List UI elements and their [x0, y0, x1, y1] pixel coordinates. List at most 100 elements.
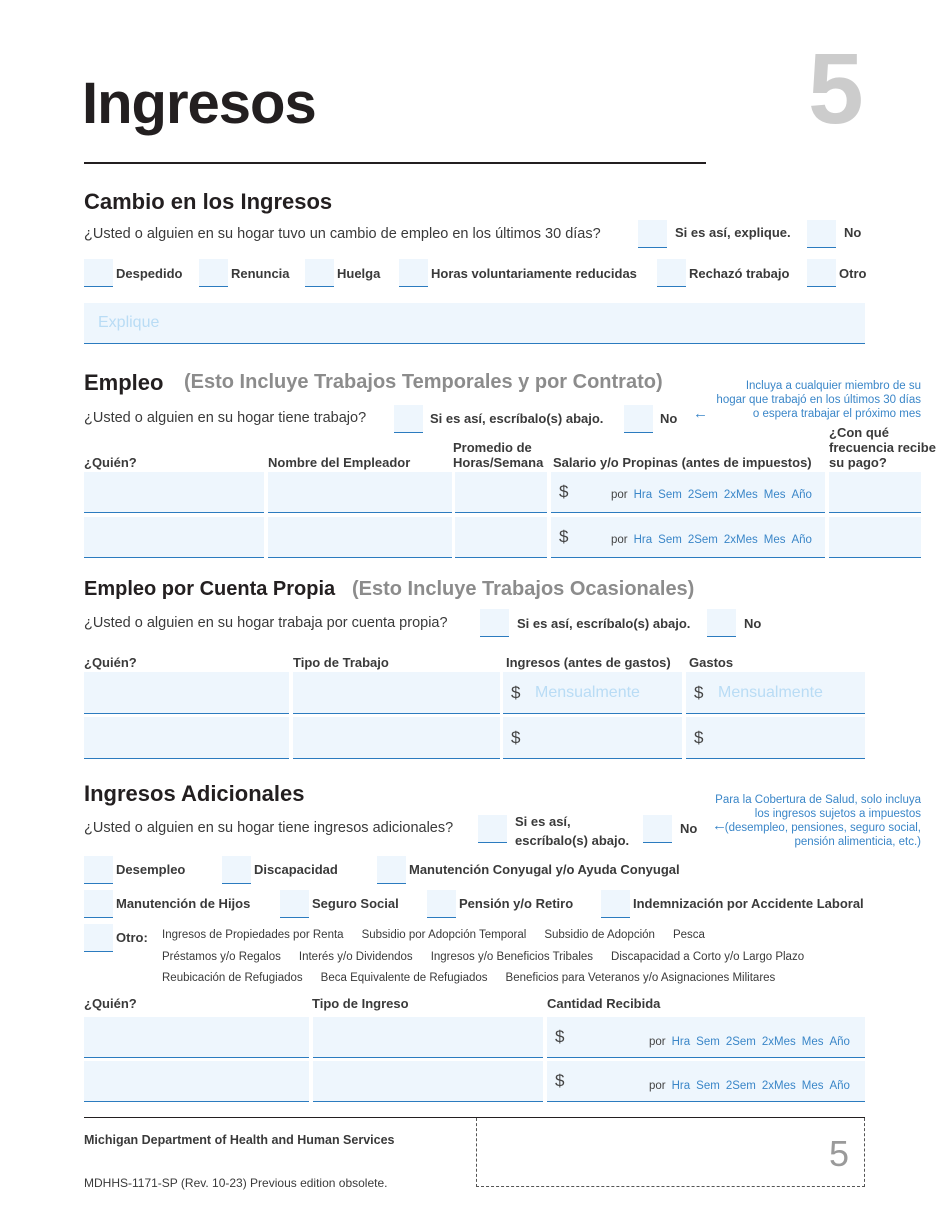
who-input[interactable] — [84, 472, 264, 513]
other-income-type: Préstamos y/o Regalos — [162, 950, 281, 963]
income-type-input[interactable] — [313, 1061, 543, 1102]
explique-input[interactable]: Explique — [84, 303, 865, 344]
frequency-option[interactable]: Sem — [658, 534, 682, 546]
arrow-left-icon: ← — [693, 405, 708, 422]
frequency-option[interactable]: Hra — [671, 1080, 691, 1092]
por-label: por — [649, 1036, 666, 1048]
pension-checkbox[interactable] — [427, 890, 456, 918]
hours-input[interactable] — [455, 472, 547, 513]
dollar-sign: $ — [555, 1071, 565, 1090]
ad-col-cantidad: Cantidad Recibida — [547, 996, 661, 1011]
empleo-subheading: (Esto Incluye Trabajos Temporales y por … — [184, 371, 663, 393]
adicionales-no-checkbox[interactable] — [643, 815, 672, 843]
frequency-option[interactable]: Mes — [801, 1080, 824, 1092]
expenses-input[interactable]: $ — [686, 717, 865, 759]
cambio-question: ¿Usted o alguien en su hogar tuvo un cam… — [84, 226, 601, 242]
cuenta-propia-no-checkbox[interactable] — [707, 609, 736, 637]
employer-input[interactable] — [268, 517, 452, 558]
other-income-type: Subsidio por Adopción Temporal — [361, 929, 527, 941]
frequency-option[interactable]: Hra — [671, 1036, 691, 1048]
other-income-line: Reubicación de Refugiados Beca Equivalent… — [162, 972, 793, 984]
income-type-input[interactable] — [313, 1017, 543, 1058]
section-heading-empleo: Empleo — [84, 370, 164, 395]
income-input[interactable]: $ — [503, 717, 682, 759]
empleo-note: Incluya a cualquier miembro de su hogar … — [716, 380, 921, 420]
cuenta-propia-yes-checkbox[interactable] — [480, 609, 509, 637]
frequency-option[interactable]: 2Sem — [687, 489, 718, 501]
frequency-option[interactable]: 2Sem — [687, 534, 718, 546]
otro-ingreso-checkbox[interactable] — [84, 924, 113, 952]
frequency-option[interactable]: 2xMes — [761, 1036, 796, 1048]
frequency-option[interactable]: Mes — [763, 534, 786, 546]
col-horas: Promedio de Horas/Semana — [453, 440, 544, 470]
frequency-option[interactable]: Año — [791, 534, 812, 546]
frequency-option[interactable]: 2Sem — [725, 1080, 756, 1092]
amount-input[interactable]: $ por Hra Sem 2Sem 2xMes Mes Año — [547, 1017, 865, 1058]
frequency-option[interactable]: Hra — [633, 489, 653, 501]
footer-agency: Michigan Department of Health and Human … — [84, 1133, 395, 1147]
adicionales-yes-checkbox[interactable] — [478, 815, 507, 843]
employer-input[interactable] — [268, 472, 452, 513]
frequency-input[interactable] — [829, 472, 921, 513]
salary-input[interactable]: $ por Hra Sem 2Sem 2xMes Mes Año — [551, 472, 825, 513]
indemnizacion-checkbox[interactable] — [601, 890, 630, 918]
who-input[interactable] — [84, 717, 289, 759]
salary-input[interactable]: $ por Hra Sem 2Sem 2xMes Mes Año — [551, 517, 825, 558]
frequency-option[interactable]: Mes — [763, 489, 786, 501]
horas-reducidas-checkbox[interactable] — [399, 259, 428, 287]
empleo-no-checkbox[interactable] — [624, 405, 653, 433]
expenses-input[interactable]: $ Mensualmente — [686, 672, 865, 714]
frequency-option[interactable]: Año — [829, 1036, 850, 1048]
discapacidad-label: Discapacidad — [254, 862, 338, 877]
hours-input[interactable] — [455, 517, 547, 558]
discapacidad-checkbox[interactable] — [222, 856, 251, 884]
other-income-type: Beneficios para Veteranos y/o Asignacion… — [505, 972, 776, 984]
empleo-yes-checkbox[interactable] — [394, 405, 423, 433]
frequency-option[interactable]: Año — [791, 489, 812, 501]
frequency-option[interactable]: Hra — [633, 534, 653, 546]
amount-input[interactable]: $ por Hra Sem 2Sem 2xMes Mes Año — [547, 1061, 865, 1102]
other-income-type: Ingresos de Propiedades por Renta — [162, 929, 344, 941]
despedido-checkbox[interactable] — [84, 259, 113, 287]
frequency-option[interactable]: Mes — [801, 1036, 824, 1048]
who-input[interactable] — [84, 1017, 309, 1058]
cuenta-propia-question: ¿Usted o alguien en su hogar trabaja por… — [84, 615, 448, 631]
frequency-input[interactable] — [829, 517, 921, 558]
otro-checkbox[interactable] — [807, 259, 836, 287]
who-input[interactable] — [84, 672, 289, 714]
who-input[interactable] — [84, 517, 264, 558]
seguro-social-checkbox[interactable] — [280, 890, 309, 918]
who-input[interactable] — [84, 1061, 309, 1102]
frequency-options: por Hra Sem 2Sem 2xMes Mes Año — [611, 485, 812, 503]
income-input[interactable]: $ Mensualmente — [503, 672, 682, 714]
cambio-yes-checkbox[interactable] — [638, 220, 667, 248]
frequency-option[interactable]: 2xMes — [723, 489, 758, 501]
frequency-option[interactable]: 2Sem — [725, 1036, 756, 1048]
other-income-line: Ingresos de Propiedades por Renta Subsidi… — [162, 929, 723, 941]
renuncia-checkbox[interactable] — [199, 259, 228, 287]
frequency-options: por Hra Sem 2Sem 2xMes Mes Año — [611, 530, 812, 548]
manutencion-conyugal-checkbox[interactable] — [377, 856, 406, 884]
frequency-option[interactable]: Sem — [696, 1036, 720, 1048]
adicionales-no-label: No — [680, 821, 698, 836]
footer-form-id: MDHHS-1171-SP (Rev. 10-23) Previous edit… — [84, 1176, 388, 1190]
other-income-type: Beca Equivalente de Refugiados — [320, 972, 488, 984]
desempleo-checkbox[interactable] — [84, 856, 113, 884]
renuncia-label: Renuncia — [231, 266, 290, 281]
huelga-checkbox[interactable] — [305, 259, 334, 287]
rechazo-trabajo-checkbox[interactable] — [657, 259, 686, 287]
frequency-option[interactable]: 2xMes — [723, 534, 758, 546]
dollar-sign: $ — [694, 728, 704, 747]
frequency-option[interactable]: Año — [829, 1080, 850, 1092]
frequency-option[interactable]: 2xMes — [761, 1080, 796, 1092]
work-type-input[interactable] — [293, 717, 500, 759]
empleo-question: ¿Usted o alguien en su hogar tiene traba… — [84, 410, 367, 426]
frequency-option[interactable]: Sem — [696, 1080, 720, 1092]
manutencion-hijos-checkbox[interactable] — [84, 890, 113, 918]
cambio-no-checkbox[interactable] — [807, 220, 836, 248]
work-type-input[interactable] — [293, 672, 500, 714]
cuenta-propia-no-label: No — [744, 616, 762, 631]
frequency-option[interactable]: Sem — [658, 489, 682, 501]
pension-label: Pensión y/o Retiro — [459, 896, 574, 911]
